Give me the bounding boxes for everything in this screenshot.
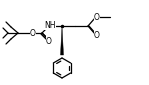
Polygon shape xyxy=(60,26,63,55)
Text: O: O xyxy=(94,32,100,40)
Text: O: O xyxy=(30,28,36,37)
Text: NH: NH xyxy=(44,21,56,30)
Text: O: O xyxy=(46,36,52,45)
Text: O: O xyxy=(94,12,100,22)
